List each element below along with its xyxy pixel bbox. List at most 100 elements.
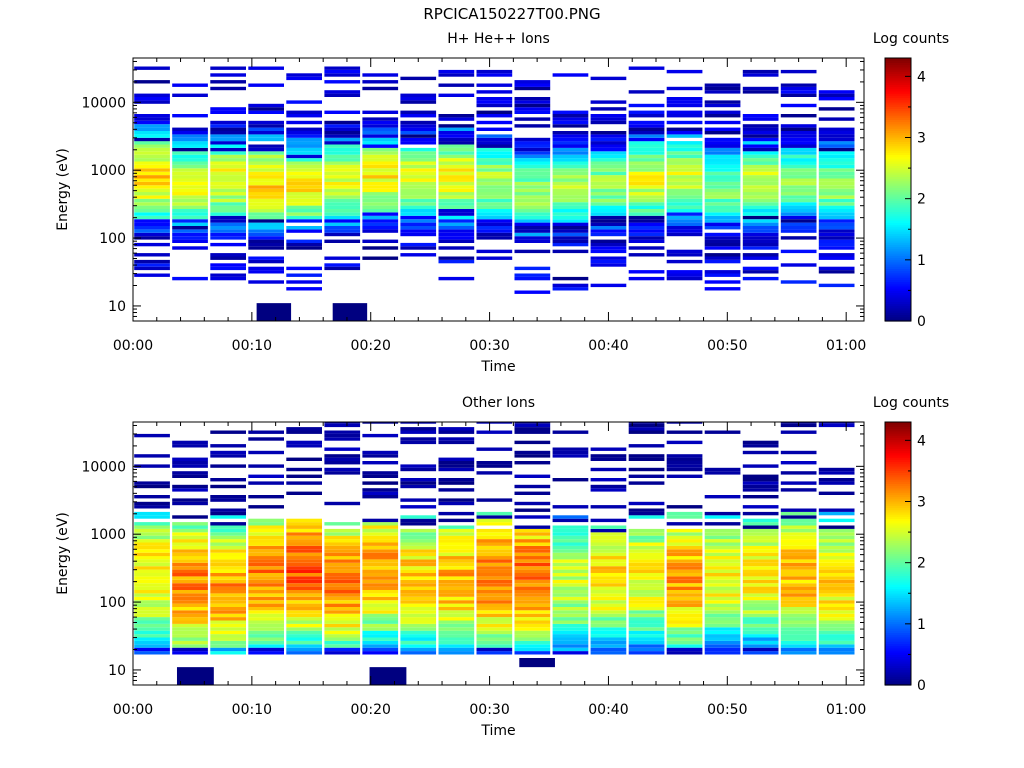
heatmap-cell [552,532,589,536]
heatmap-cell [400,573,437,577]
heatmap-cell [210,535,246,540]
heatmap-cell [362,175,399,179]
heatmap-cell [400,226,437,230]
colorbar-segment [885,647,911,651]
heatmap-cell [666,158,703,162]
heatmap-cell [248,185,284,189]
heatmap-cell [666,114,703,118]
heatmap-cell [286,242,322,247]
heatmap-cell [666,620,703,624]
heatmap-cell [362,559,399,563]
heatmap-cell [400,539,437,543]
heatmap-cell [362,593,399,597]
heatmap-cell [704,495,741,499]
heatmap-cell [552,539,589,543]
heatmap-cell [476,171,513,176]
colorbar-tick-label: 2 [917,192,926,208]
heatmap-cell [704,110,741,114]
heatmap-cell [362,518,399,523]
heatmap-cell [552,110,589,114]
heatmap-cell [172,647,208,652]
heatmap-cell [134,66,170,70]
heatmap-cell [742,444,779,448]
heatmap-cell [438,209,475,213]
heatmap-cell [590,181,627,186]
colorbar-segment [885,294,911,298]
heatmap-cell [400,640,437,645]
heatmap-cell [400,610,437,614]
heatmap-cell [210,151,246,155]
heatmap-cell [400,518,437,523]
heatmap-cell [704,627,741,631]
heatmap-cell [400,542,437,546]
heatmap-cell [248,212,284,216]
heatmap-cell [286,474,322,478]
colorbar-segment [885,505,911,509]
heatmap-cell [704,178,741,182]
heatmap-cell [476,192,513,196]
heatmap-cell [590,134,627,138]
heatmap-cell [438,202,475,206]
heatmap-cell [552,562,589,567]
heatmap-cell [438,579,475,584]
heatmap-cell [286,100,322,104]
heatmap-cell [704,273,741,277]
heatmap-cell [666,593,703,597]
heatmap-cell [818,256,855,260]
heatmap-cell [704,83,741,87]
heatmap-cell [248,246,284,250]
heatmap-cell [628,637,665,641]
heatmap-cell [628,562,665,567]
heatmap-cell [628,593,665,597]
heatmap-cell [324,192,361,196]
heatmap-cell [704,205,741,209]
heatmap-cell [818,573,855,577]
heatmap-cell [134,97,170,101]
heatmap-cell [438,647,475,652]
heatmap-cell [818,606,855,611]
heatmap-cell [552,171,589,176]
heatmap-cell [514,566,551,570]
heatmap-cell [210,620,246,624]
heatmap-cell [628,222,665,226]
heatmap-cell [324,161,361,165]
heatmap-cell [514,192,551,196]
heatmap-cell [362,630,399,635]
heatmap-cell [210,147,246,152]
heatmap-cell [552,505,589,509]
heatmap-cell [286,600,322,604]
heatmap-cell [210,66,246,70]
heatmap-cell [476,137,513,142]
heatmap-cell [519,657,555,668]
colorbar-segment [885,58,911,61]
heatmap-cell [248,518,284,523]
heatmap-cell [248,603,284,607]
heatmap-cell [780,630,817,635]
heatmap-cell [286,637,322,641]
heatmap-cell [438,427,475,431]
heatmap-cell [514,222,551,226]
heatmap-cell [324,154,361,159]
heatmap-cell [210,549,246,553]
heatmap-cell [590,198,627,203]
colorbar-segment [885,248,911,252]
heatmap-cell [742,545,779,550]
colorbar-segment [885,211,911,215]
heatmap-cell [210,528,246,533]
heatmap-cell [628,630,665,635]
heatmap-cell [780,532,817,536]
heatmap-cell [514,617,551,621]
heatmap-cell [628,215,665,220]
colorbar-segment [885,518,911,522]
heatmap-cell [438,236,475,240]
heatmap-cell [400,171,437,176]
colorbar-segment [885,468,911,471]
heatmap-cell [552,613,589,618]
heatmap-cell [818,215,855,220]
heatmap-cell [818,630,855,635]
heatmap-cell [476,226,513,230]
heatmap-cell [210,562,246,567]
heatmap-cell [248,147,284,152]
heatmap-cell [818,144,855,148]
heatmap-cell [210,144,246,148]
